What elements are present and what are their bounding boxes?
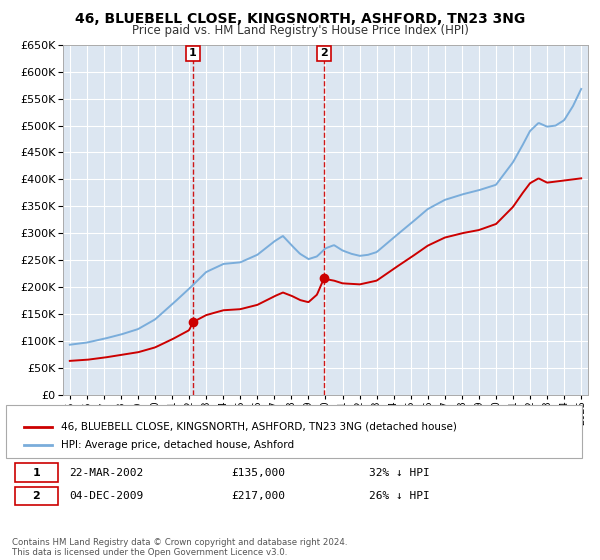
- FancyBboxPatch shape: [6, 405, 582, 458]
- Text: 46, BLUEBELL CLOSE, KINGSNORTH, ASHFORD, TN23 3NG: 46, BLUEBELL CLOSE, KINGSNORTH, ASHFORD,…: [75, 12, 525, 26]
- Text: £217,000: £217,000: [231, 491, 285, 501]
- Text: 22-MAR-2002: 22-MAR-2002: [70, 468, 144, 478]
- Text: Contains HM Land Registry data © Crown copyright and database right 2024.
This d: Contains HM Land Registry data © Crown c…: [12, 538, 347, 557]
- Text: 04-DEC-2009: 04-DEC-2009: [70, 491, 144, 501]
- Text: 1: 1: [32, 468, 40, 478]
- Text: 46, BLUEBELL CLOSE, KINGSNORTH, ASHFORD, TN23 3NG (detached house): 46, BLUEBELL CLOSE, KINGSNORTH, ASHFORD,…: [61, 422, 457, 432]
- Text: 1: 1: [189, 48, 197, 58]
- Text: 2: 2: [320, 48, 328, 58]
- FancyBboxPatch shape: [15, 463, 58, 482]
- Text: Price paid vs. HM Land Registry's House Price Index (HPI): Price paid vs. HM Land Registry's House …: [131, 24, 469, 36]
- Text: 2: 2: [32, 491, 40, 501]
- Text: 26% ↓ HPI: 26% ↓ HPI: [369, 491, 430, 501]
- Text: £135,000: £135,000: [231, 468, 285, 478]
- Text: 32% ↓ HPI: 32% ↓ HPI: [369, 468, 430, 478]
- FancyBboxPatch shape: [15, 487, 58, 506]
- Text: HPI: Average price, detached house, Ashford: HPI: Average price, detached house, Ashf…: [61, 440, 294, 450]
